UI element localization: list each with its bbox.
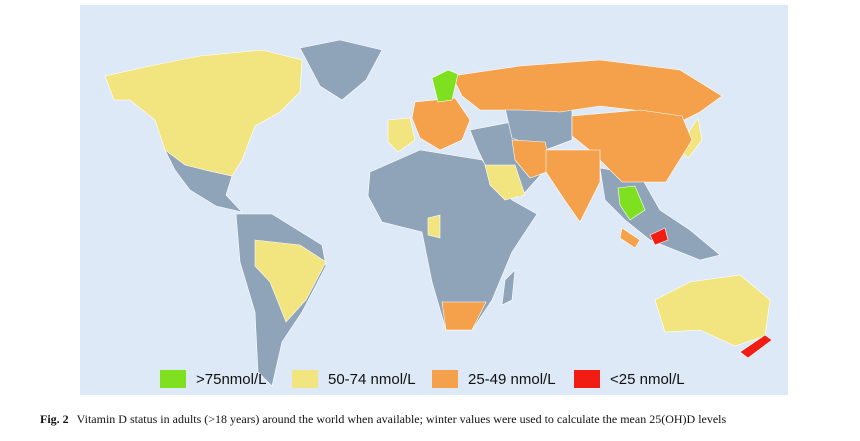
legend-label: <25 nmol/L	[610, 371, 685, 388]
philippines	[649, 227, 669, 246]
saudi-arabia	[484, 164, 526, 201]
iran	[511, 139, 553, 179]
thailand-vietnam	[617, 185, 646, 221]
legend-swatch	[292, 370, 318, 388]
indonesia	[619, 227, 641, 249]
legend: >75nmol/L 50-74 nmol/L 25-49 nmol/L <25 nmo…	[160, 370, 685, 388]
south-africa	[441, 301, 487, 331]
western-europe	[387, 117, 416, 153]
china	[571, 109, 693, 183]
scandinavia	[431, 69, 459, 103]
legend-label: 25-49 nmol/L	[468, 371, 556, 388]
europe	[411, 97, 471, 151]
india	[545, 149, 601, 223]
world-map	[104, 39, 773, 387]
new-zealand	[739, 334, 773, 359]
madagascar	[501, 269, 516, 306]
legend-swatch	[432, 370, 458, 388]
north-america	[104, 49, 303, 177]
caption-text: Vitamin D status in adults (>18 years) a…	[77, 412, 727, 426]
legend-label: 50-74 nmol/L	[328, 371, 416, 388]
legend-swatch	[574, 370, 600, 388]
legend-swatch	[160, 370, 186, 388]
legend-label: >75nmol/L	[196, 371, 266, 388]
caption: Fig. 2 Vitamin D status in adults (>18 ye…	[40, 412, 727, 426]
greenland	[299, 39, 383, 101]
brazil	[254, 239, 327, 323]
cameroon	[427, 214, 441, 239]
caption-label: Fig. 2	[40, 412, 69, 426]
